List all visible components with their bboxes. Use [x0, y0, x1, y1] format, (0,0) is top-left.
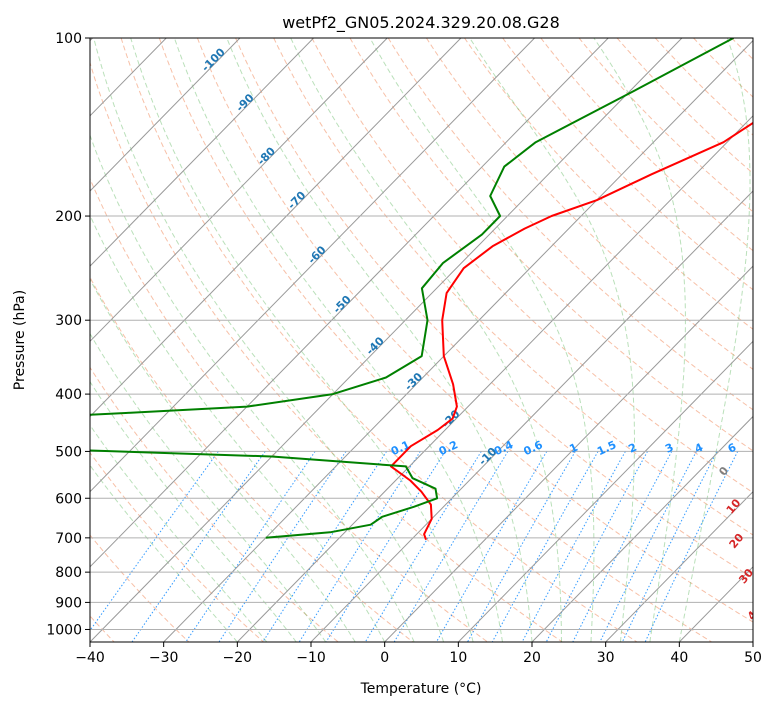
- dry-adiabat: [616, 38, 753, 174]
- isotherm-line: [90, 38, 462, 418]
- moist-adiabat: [469, 38, 635, 642]
- y-axis: 100 200 300 400 500 600 700 800 900 1000: [46, 31, 90, 638]
- dry-adiabat: [90, 451, 264, 642]
- moist-adiabat: [90, 278, 356, 642]
- x-axis: −40 −30 −20 −10 0 10 20 30 40 50: [75, 642, 762, 666]
- isotherms: [90, 38, 753, 642]
- moist-adiabat: [90, 214, 386, 642]
- moist-adiabat: [90, 380, 297, 642]
- y-axis-label: Pressure (hPa): [12, 290, 28, 390]
- moist-adiabat: [226, 38, 533, 642]
- mixing-ratio-line: [545, 451, 648, 642]
- mixing-ratio-line: [325, 451, 446, 642]
- dry-adiabat: [387, 38, 753, 411]
- moist-adiabat: [290, 38, 562, 642]
- isotherm-line: [531, 415, 753, 642]
- moist-adiabat: [90, 332, 327, 642]
- x-tick-label: 40: [670, 650, 688, 666]
- temperature-profile: [390, 121, 753, 541]
- y-tick-label: 200: [55, 209, 82, 225]
- dry-adiabat: [502, 38, 753, 291]
- dry-adiabat: [90, 61, 563, 642]
- isotherm-line: [90, 38, 388, 343]
- plot-area: -100-90-80-70-60-50-40-30-20-100.1 0.2 0.4…: [90, 38, 765, 642]
- x-tick-label: 0: [380, 650, 389, 666]
- dry-adiabat: [120, 38, 638, 642]
- y-tick-label: 900: [55, 595, 82, 611]
- x-tick-label: −10: [296, 650, 326, 666]
- isotherm-line: [457, 340, 753, 642]
- x-tick-label: −20: [223, 650, 253, 666]
- mixing-ratio-line: [298, 451, 421, 642]
- isotherm-line: [310, 190, 753, 642]
- data-series: [90, 38, 753, 541]
- moist-adiabat: [678, 38, 751, 642]
- y-tick-label: 300: [55, 313, 82, 329]
- moist-adiabat: [173, 38, 503, 642]
- moist-adiabat: [93, 38, 445, 642]
- isotherm-line: [90, 38, 314, 267]
- y-tick-label: 600: [55, 491, 82, 507]
- dry-adiabat: [273, 38, 753, 536]
- x-axis-label: Temperature (°C): [360, 681, 482, 697]
- moist-adiabat: [90, 464, 238, 642]
- x-tick-label: 20: [523, 650, 541, 666]
- moist-adiabat: [369, 38, 595, 642]
- isotherm-line: [90, 38, 683, 642]
- x-tick-label: 10: [449, 650, 467, 666]
- pressure-gridlines: [90, 38, 753, 630]
- plot-frame: [89, 37, 754, 643]
- y-tick-label: 700: [55, 531, 82, 547]
- y-tick-label: 500: [55, 444, 82, 460]
- moist-adiabat: [130, 38, 474, 642]
- mixing-ratio-line: [572, 451, 673, 642]
- x-tick-label: 50: [744, 650, 762, 666]
- chart-title: wetPf2_GN05.2024.329.20.08.G28: [282, 13, 560, 33]
- moist-adiabat: [593, 38, 686, 642]
- isotherm-line: [384, 265, 753, 642]
- y-tick-label: 100: [55, 31, 82, 47]
- mixing-ratio-line: [467, 451, 576, 642]
- mixing-ratio-line: [644, 451, 739, 642]
- mixing-ratio-line: [435, 451, 548, 642]
- moist-adiabat-label: 40: [745, 602, 765, 622]
- mixing-ratio-line: [621, 451, 718, 642]
- isotherm-line: [163, 39, 753, 642]
- mixing-ratio-lines: [90, 451, 739, 642]
- dry-adiabat: [90, 534, 190, 642]
- dewpoint-profile: [90, 38, 734, 539]
- moist-adiabat: [90, 424, 268, 642]
- x-tick-label: −30: [149, 650, 179, 666]
- isotherm-line: [90, 38, 535, 493]
- dry-adiabat: [578, 38, 753, 213]
- mixing-ratio-line: [90, 451, 219, 632]
- dry-adiabat: [235, 38, 753, 579]
- y-tick-label: 1000: [46, 622, 82, 638]
- isotherm-line: [605, 490, 753, 642]
- dry-adiabat: [90, 366, 339, 642]
- mixing-ratio-line: [218, 451, 347, 642]
- dry-adiabat: [425, 38, 753, 370]
- y-tick-label: 400: [55, 387, 82, 403]
- mixing-ratio-line: [491, 451, 599, 642]
- mixing-ratio-line: [599, 451, 697, 642]
- dry-adiabat: [158, 38, 712, 642]
- dry-adiabat: [349, 38, 753, 452]
- isotherm-line: [90, 38, 241, 192]
- isotherm-line: [90, 38, 609, 568]
- x-tick-label: 30: [597, 650, 615, 666]
- x-tick-label: −40: [75, 650, 105, 666]
- y-tick-label: 800: [55, 565, 82, 581]
- mixing-ratio-line: [521, 451, 626, 642]
